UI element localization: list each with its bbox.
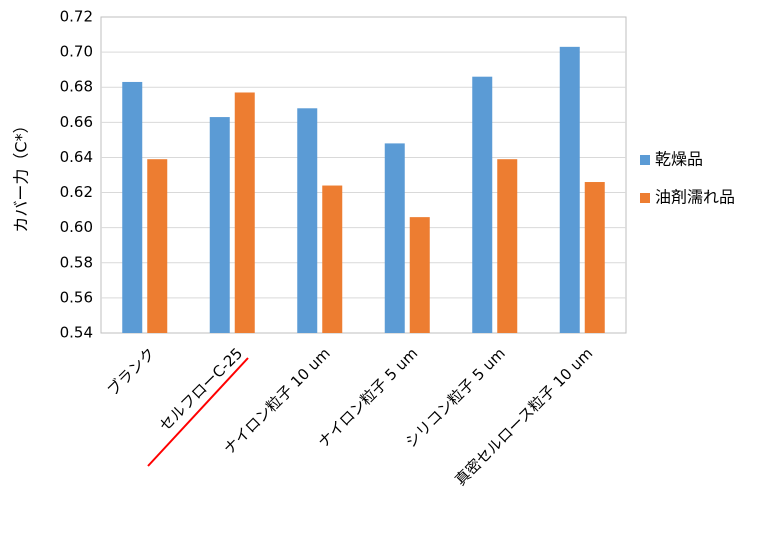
bar [472,76,493,333]
y-tick-label: 0.72 [60,8,93,26]
x-tick-label: セルフローC-25 [156,344,246,434]
bar [559,46,580,333]
y-tick-label: 0.70 [60,43,93,61]
bar [497,159,518,333]
bar [322,185,343,333]
legend-label: 油剤濡れ品 [655,188,735,207]
legend-swatch [640,193,650,203]
y-tick-label: 0.54 [60,324,93,342]
y-tick-label: 0.64 [60,148,93,166]
bar [297,108,318,334]
y-axis-label: カバー力（C*） [12,117,31,232]
bar [147,159,168,333]
y-tick-label: 0.56 [60,288,93,306]
bar [209,117,230,333]
x-tick-label: ブランク [104,344,159,399]
legend-label: 乾燥品 [655,150,703,169]
underline-annotation [147,357,249,467]
y-tick-label: 0.68 [60,78,93,96]
y-tick-label: 0.62 [60,183,93,201]
bar [122,81,143,333]
bar [234,92,255,333]
bar [384,143,405,333]
y-tick-label: 0.58 [60,253,93,271]
y-tick-label: 0.66 [60,113,93,131]
legend-swatch [640,155,650,165]
bar [584,182,605,333]
y-tick-label: 0.60 [60,218,93,236]
bar [409,217,430,333]
plot-frame [100,16,627,334]
